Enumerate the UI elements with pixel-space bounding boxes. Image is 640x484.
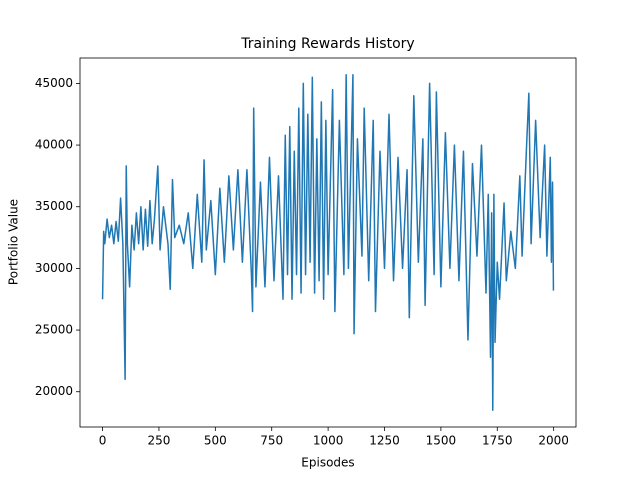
x-tick-label: 1750 (482, 434, 513, 448)
y-tick-label: 30000 (35, 261, 73, 275)
y-tick-label: 40000 (35, 138, 73, 152)
x-tick-label: 1500 (426, 434, 457, 448)
x-tick-label: 1250 (369, 434, 400, 448)
x-axis-label: Episodes (301, 456, 354, 470)
y-tick-label: 25000 (35, 323, 73, 337)
x-tick-label: 0 (99, 434, 107, 448)
x-tick-label: 500 (204, 434, 227, 448)
y-tick-label: 35000 (35, 199, 73, 213)
y-axis-label: Portfolio Value (7, 199, 21, 285)
y-tick-label: 20000 (35, 384, 73, 398)
x-tick-label: 250 (147, 434, 170, 448)
x-tick-label: 1000 (313, 434, 344, 448)
x-tick-label: 2000 (538, 434, 569, 448)
series-line (101, 74, 555, 411)
y-tick-label: 45000 (35, 76, 73, 90)
chart-title: Training Rewards History (240, 36, 414, 52)
x-tick-label: 750 (260, 434, 283, 448)
